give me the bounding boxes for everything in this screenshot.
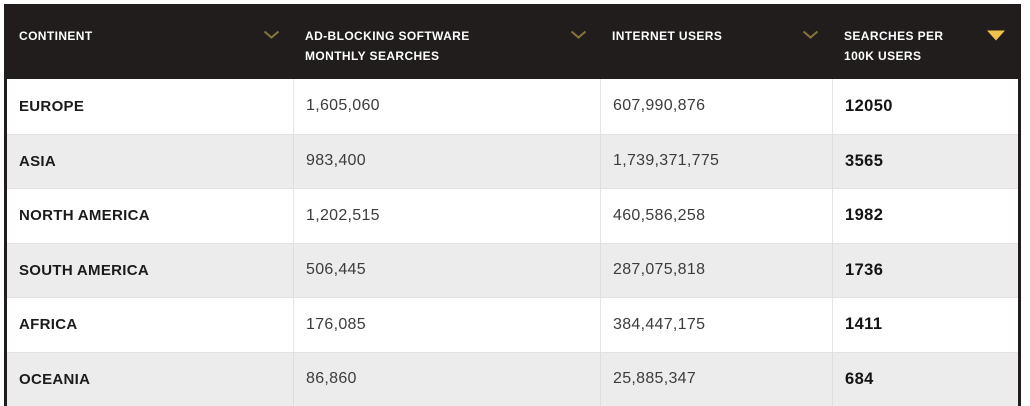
internet-users-cell: 607,990,876 [600, 79, 832, 134]
continent-cell: EUROPE [19, 97, 85, 115]
column-header-internet-users[interactable]: INTERNET USERS [600, 4, 832, 79]
internet-users-cell: 460,586,258 [600, 189, 832, 243]
internet-users-cell: 25,885,347 [600, 352, 832, 406]
searches-per-100k-cell: 1411 [832, 298, 1018, 352]
table-row: EUROPE 1,605,060 607,990,876 12050 [7, 79, 1018, 134]
searches-per-100k-cell: 3565 [832, 134, 1018, 188]
table-row: OCEANIA 86,860 25,885,347 684 [7, 351, 1018, 406]
searches-per-100k-cell: 1736 [832, 243, 1018, 297]
internet-users-cell: 384,447,175 [600, 298, 832, 352]
monthly-searches-cell: 176,085 [293, 298, 600, 352]
continent-cell: ASIA [19, 152, 57, 170]
internet-users-cell: 1,739,371,775 [600, 134, 832, 188]
column-header-searches-per-100k[interactable]: SEARCHES PER 100K USERS [832, 4, 1018, 79]
continent-cell: NORTH AMERICA [19, 207, 150, 225]
column-header-label: SEARCHES PER 100K USERS [844, 29, 944, 63]
monthly-searches-cell: 506,445 [293, 243, 600, 297]
searches-per-100k-cell: 684 [832, 352, 1018, 406]
searches-per-100k-cell: 1982 [832, 189, 1018, 243]
table-row: SOUTH AMERICA 506,445 287,075,818 1736 [7, 242, 1018, 297]
column-header-label: CONTINENT [19, 29, 93, 43]
monthly-searches-cell: 1,202,515 [293, 189, 600, 243]
column-header-continent[interactable]: CONTINENT [7, 4, 293, 79]
continent-cell: AFRICA [19, 316, 78, 334]
sort-descending-triangle-icon[interactable] [987, 30, 1005, 41]
searches-per-100k-cell: 12050 [832, 79, 1018, 134]
column-header-label: INTERNET USERS [612, 29, 723, 43]
table-row: ASIA 983,400 1,739,371,775 3565 [7, 133, 1018, 188]
column-header-monthly-searches[interactable]: AD-BLOCKING SOFTWARE MONTHLY SEARCHES [293, 4, 600, 79]
continent-cell: SOUTH AMERICA [19, 261, 150, 279]
table-body: EUROPE 1,605,060 607,990,876 12050 ASIA … [7, 79, 1018, 406]
sort-chevron-down-icon[interactable] [263, 30, 280, 40]
table-row: NORTH AMERICA 1,202,515 460,586,258 1982 [7, 188, 1018, 243]
table-header-row: CONTINENT AD-BLOCKING SOFTWARE MONTHLY S… [7, 4, 1018, 79]
continent-cell: OCEANIA [19, 370, 91, 388]
monthly-searches-cell: 1,605,060 [293, 79, 600, 134]
internet-users-cell: 287,075,818 [600, 243, 832, 297]
data-table: CONTINENT AD-BLOCKING SOFTWARE MONTHLY S… [4, 4, 1021, 406]
column-header-label: AD-BLOCKING SOFTWARE MONTHLY SEARCHES [305, 29, 470, 63]
monthly-searches-cell: 86,860 [293, 352, 600, 406]
monthly-searches-cell: 983,400 [293, 134, 600, 188]
sort-chevron-down-icon[interactable] [802, 30, 819, 40]
table-row: AFRICA 176,085 384,447,175 1411 [7, 297, 1018, 352]
sort-chevron-down-icon[interactable] [570, 30, 587, 40]
